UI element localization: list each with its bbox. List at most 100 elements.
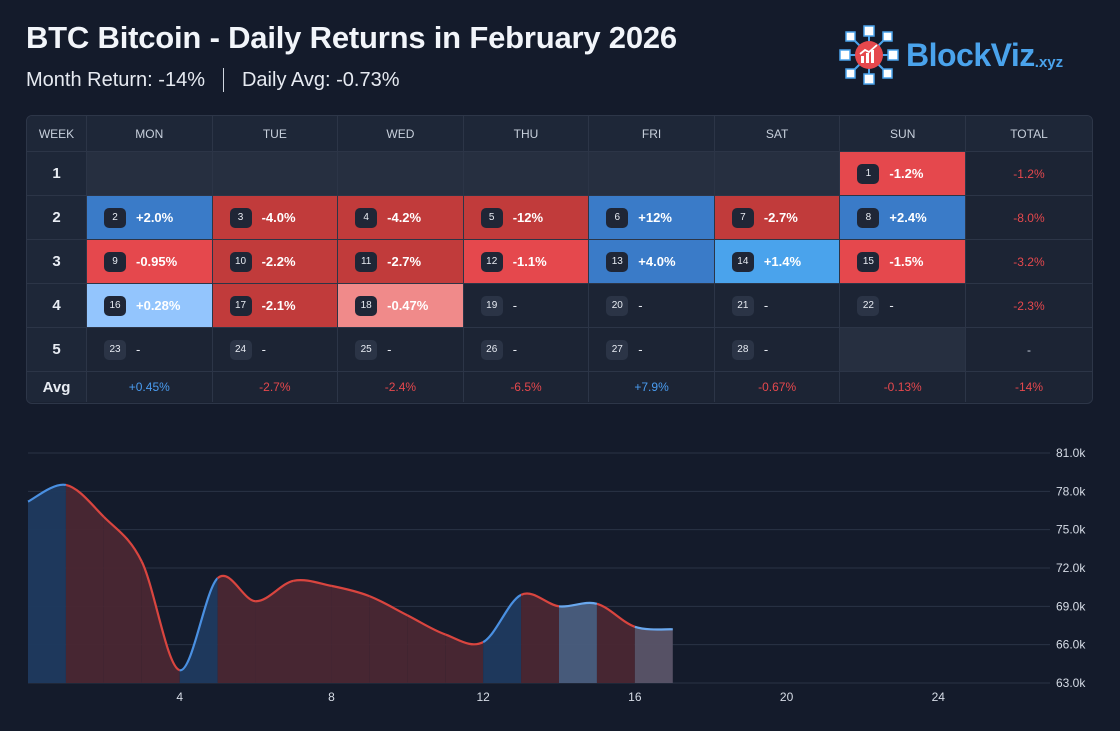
week-label: 1 <box>27 152 87 196</box>
day-return-value: -2.1% <box>261 298 296 313</box>
day-return-value: - <box>512 342 518 357</box>
day-cell[interactable]: 28- <box>714 328 841 372</box>
x-tick-label: 12 <box>476 690 490 704</box>
day-number-badge: 21 <box>731 295 754 316</box>
average-value: -0.13% <box>840 372 966 402</box>
price-line-segment <box>255 579 294 603</box>
day-cell[interactable]: 12 -1.1% <box>463 240 590 284</box>
day-cell[interactable]: 3 -4.0% <box>212 196 339 240</box>
day-cell[interactable]: 23- <box>87 328 213 372</box>
day-cell[interactable]: 24- <box>212 328 339 372</box>
day-return-value: -1.2% <box>889 166 924 181</box>
area-band <box>407 615 446 683</box>
day-return-value: -12% <box>512 210 544 225</box>
day-cell[interactable]: 13 +4.0% <box>589 240 715 284</box>
day-number-badge: 20 <box>606 295 629 316</box>
day-cell[interactable]: 22- <box>840 284 966 328</box>
price-line-segment <box>179 577 219 672</box>
area-band <box>521 593 559 683</box>
day-cell[interactable]: 10 -2.2% <box>212 240 339 284</box>
day-cell[interactable]: 19- <box>463 284 590 328</box>
column-header: MON <box>87 116 213 152</box>
y-tick-label: 69.0k <box>1056 599 1086 613</box>
day-number-badge: 10 <box>229 251 252 272</box>
price-area-chart: 81.0k 78.0k 75.0k 72.0k 69.0k 66.0k 63.0k 4 8 12 1… <box>27 446 1086 704</box>
area-band <box>369 596 408 683</box>
column-header: WEEK <box>27 116 87 152</box>
column-header: WED <box>338 116 464 152</box>
logo-name: BlockViz <box>906 36 1035 73</box>
day-cell[interactable]: 16 +0.28% <box>87 284 213 328</box>
price-line-segment <box>520 592 560 608</box>
price-line-segment <box>482 593 522 644</box>
week-total: - <box>965 328 1092 372</box>
empty-cell <box>338 152 464 196</box>
day-cell[interactable]: 17 -2.1% <box>212 284 339 328</box>
cube-network-chart-icon <box>839 25 899 85</box>
summary-line: Month Return: -14% Daily Avg: -0.73% <box>26 68 399 92</box>
x-tick-label: 24 <box>932 690 946 704</box>
day-cell[interactable]: 18 -0.47% <box>338 284 464 328</box>
area-band <box>293 580 332 683</box>
y-tick-label: 66.0k <box>1056 638 1086 652</box>
average-value: -2.7% <box>212 372 339 402</box>
day-number-badge: 16 <box>104 295 126 316</box>
day-cell[interactable]: 1 -1.2% <box>840 152 966 196</box>
column-header: TUE <box>212 116 339 152</box>
day-cell[interactable]: 7 -2.7% <box>714 196 841 240</box>
day-number-badge: 15 <box>857 251 880 272</box>
day-return-value: - <box>387 342 392 357</box>
day-number-badge: 17 <box>229 295 252 316</box>
day-return-value: +12% <box>638 210 672 225</box>
day-return-value: -0.47% <box>387 298 429 313</box>
day-cell[interactable]: 8 +2.4% <box>840 196 966 240</box>
day-number-badge: 8 <box>857 207 880 228</box>
day-number-badge: 7 <box>731 207 754 228</box>
daily-average: Daily Avg: -0.73% <box>241 68 400 91</box>
y-tick-label: 75.0k <box>1056 523 1086 537</box>
area-band <box>217 575 256 683</box>
empty-cell <box>714 152 841 196</box>
column-header: THU <box>463 116 590 152</box>
day-cell[interactable]: 4 -4.2% <box>338 196 464 240</box>
area-band <box>634 626 673 683</box>
day-cell[interactable]: 2 +2.0% <box>87 196 213 240</box>
day-cell[interactable]: 6 +12% <box>589 196 715 240</box>
day-number-badge: 2 <box>104 207 126 228</box>
day-cell[interactable]: 21- <box>714 284 841 328</box>
day-cell[interactable]: 9 -0.95% <box>87 240 213 284</box>
day-return-value: +2.4% <box>889 210 927 225</box>
day-return-value: +1.4% <box>763 254 802 269</box>
average-value: +0.45% <box>87 372 213 402</box>
day-return-value: -2.7% <box>763 210 798 225</box>
price-line-segment <box>216 574 256 603</box>
day-cell[interactable]: 14 +1.4% <box>714 240 841 284</box>
y-tick-label: 63.0k <box>1056 676 1086 690</box>
day-cell[interactable]: 25- <box>338 328 464 372</box>
y-tick-label: 78.0k <box>1056 484 1086 498</box>
divider <box>222 68 224 92</box>
week-total: -8.0% <box>965 196 1092 240</box>
empty-cell <box>87 152 213 196</box>
day-cell[interactable]: 26- <box>463 328 590 372</box>
day-number-badge: 3 <box>229 207 252 228</box>
price-line-segment <box>331 584 370 598</box>
day-cell[interactable]: 27- <box>589 328 715 372</box>
day-number-badge: 19 <box>480 295 503 316</box>
day-cell[interactable]: 15 -1.5% <box>840 240 966 284</box>
day-number-badge: 11 <box>355 251 378 272</box>
logo-suffix: .xyz <box>1034 53 1064 71</box>
day-cell[interactable]: 5 -12% <box>463 196 590 240</box>
week-label: 5 <box>27 328 87 372</box>
day-cell[interactable]: 20- <box>589 284 715 328</box>
day-cell[interactable]: 11 -2.7% <box>338 240 464 284</box>
column-header: FRI <box>589 116 715 152</box>
x-tick-label: 4 <box>176 690 183 704</box>
x-tick-label: 8 <box>328 690 335 704</box>
day-return-value: - <box>638 342 643 357</box>
blockviz-logo[interactable]: BlockViz .xyz <box>838 24 1063 86</box>
y-tick-label: 72.0k <box>1056 561 1086 575</box>
day-return-value: - <box>512 298 518 313</box>
price-line-segment <box>558 601 598 608</box>
x-tick-label: 20 <box>780 690 794 704</box>
